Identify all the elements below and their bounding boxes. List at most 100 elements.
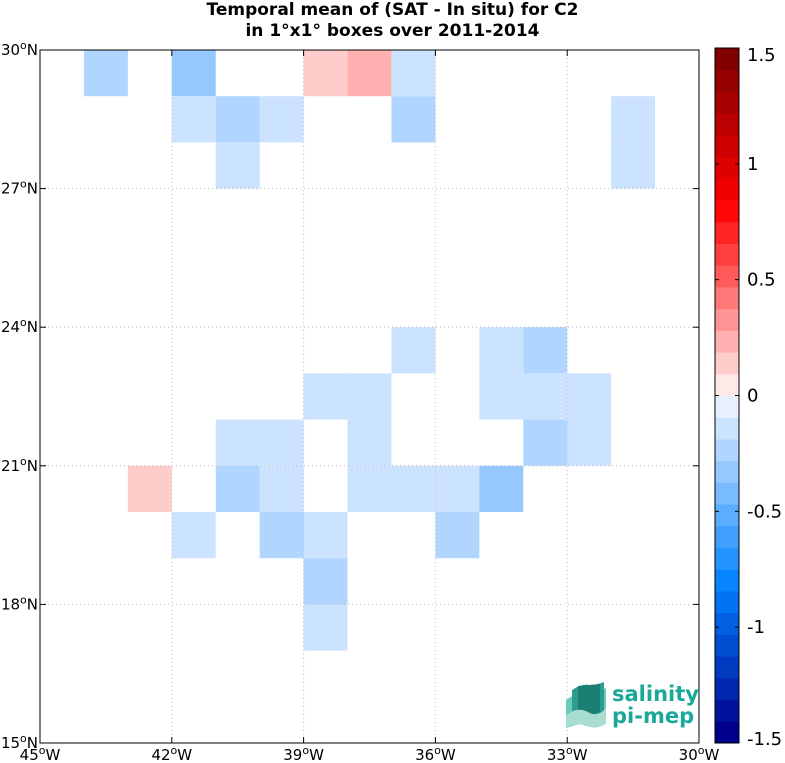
colorbar-swatch <box>715 590 739 614</box>
heatmap-cell <box>347 373 392 420</box>
logo-text-salinity: salinity <box>612 682 699 706</box>
heatmap-cell <box>479 327 524 374</box>
heatmap-cell <box>611 142 656 189</box>
heatmap-cell <box>611 96 656 143</box>
y-tick-label: 24oN <box>1 316 38 336</box>
colorbar-tick-label: -1.5 <box>747 729 782 750</box>
heatmap-cell <box>215 96 260 143</box>
heatmap-cell <box>523 419 568 466</box>
y-tick-label: 30oN <box>1 39 38 59</box>
heatmap-cell <box>435 465 480 512</box>
colorbar-tick-label: 1 <box>747 154 758 175</box>
colorbar-swatch <box>715 677 739 701</box>
colorbar-tick-label: -0.5 <box>747 501 782 522</box>
colorbar-swatch <box>715 308 739 331</box>
colorbar-swatch <box>715 525 739 549</box>
colorbar-swatch <box>715 134 739 158</box>
colorbar-swatch <box>715 265 739 288</box>
heatmap-cell <box>303 604 348 651</box>
heatmap-cell <box>523 373 568 420</box>
heatmap-cell <box>127 465 172 512</box>
heatmap-cell <box>391 327 436 374</box>
heatmap-cell <box>391 465 436 512</box>
heatmap-cell <box>391 96 436 143</box>
heatmap-cell <box>479 373 524 420</box>
x-tick-label: 39oW <box>283 744 324 763</box>
x-tick-label: 33oW <box>547 744 588 763</box>
colorbar-swatch <box>715 91 739 114</box>
heatmap-cells <box>83 50 656 651</box>
heatmap-cell <box>567 373 612 420</box>
heatmap-cell <box>303 50 348 97</box>
heatmap-cell <box>567 419 612 466</box>
salinity-pi-mep-logo: salinity pi-mep <box>566 682 699 728</box>
heatmap-cell <box>259 96 304 143</box>
colorbar-swatch <box>715 156 739 179</box>
colorbar-swatch <box>715 634 739 657</box>
heatmap-cell <box>215 465 260 512</box>
colorbar-swatch <box>715 286 739 310</box>
colorbar-swatch <box>715 721 739 744</box>
heatmap-cell <box>215 419 260 466</box>
x-tick-label: 45oW <box>20 744 61 763</box>
y-tick-label: 18oN <box>1 593 38 613</box>
colorbar-swatch <box>715 178 739 201</box>
heatmap-cell <box>83 50 128 97</box>
colorbar-swatch <box>715 504 739 527</box>
colorbar-swatch <box>715 417 739 440</box>
x-tick-label: 36oW <box>415 744 456 763</box>
heatmap-cell <box>347 465 392 512</box>
colorbar-swatch <box>715 612 739 635</box>
colorbar-tick-label: 0.5 <box>747 270 776 291</box>
colorbar-swatch <box>715 547 739 570</box>
colorbar-tick-label: 1.5 <box>747 45 776 66</box>
colorbar-swatch <box>715 699 739 722</box>
y-tick-label: 27oN <box>1 178 38 198</box>
colorbar-tick-label: 0 <box>747 386 758 407</box>
heatmap-cell <box>259 419 304 466</box>
colorbar-tick-label: -1 <box>747 617 765 638</box>
heatmap-cell <box>259 512 304 559</box>
axis-ticks: 45oW 42oW 39oW 36oW 33oW 30oW 15oN 18oN 21oN 24oN… <box>1 39 720 763</box>
heatmap-cell <box>215 142 260 189</box>
colorbar-swatch <box>715 69 739 92</box>
heatmap-cell <box>523 327 568 374</box>
heatmap-cell <box>347 419 392 466</box>
colorbar-swatch <box>715 352 739 375</box>
plot-frame <box>39 49 700 744</box>
heatmap-cell <box>303 558 348 605</box>
x-tick-label: 42oW <box>151 744 192 763</box>
colorbar-swatch <box>715 460 739 483</box>
colorbar-swatch <box>715 656 739 679</box>
x-tick-label: 30oW <box>679 744 720 763</box>
heatmap-cell <box>391 50 436 97</box>
heatmap-cell <box>171 50 216 97</box>
colorbar-swatch <box>715 438 739 462</box>
heatmap-cell <box>259 465 304 512</box>
logo-text-pimep: pi-mep <box>612 704 694 728</box>
heatmap-cell <box>479 465 524 512</box>
y-tick-label: 21oN <box>1 455 38 475</box>
heatmap-cell <box>171 96 216 143</box>
heatmap-cell <box>435 512 480 559</box>
heatmap-cell <box>303 512 348 559</box>
colorbar-swatch <box>715 330 739 353</box>
colorbar-swatch <box>715 482 739 505</box>
heatmap-cell <box>171 512 216 559</box>
colorbar-swatch <box>715 569 739 592</box>
colorbar: 1.5 1 0.5 0 -0.5 -1 -1.5 <box>714 45 782 750</box>
chart-title-line1: Temporal mean of (SAT - In situ) for C2 <box>206 0 579 20</box>
colorbar-swatch <box>715 221 739 244</box>
chart-title-line2: in 1°x1° boxes over 2011-2014 <box>245 21 540 41</box>
colorbar-swatch <box>715 200 739 223</box>
heatmap-cell <box>303 373 348 420</box>
logo-mark-icon <box>566 682 606 728</box>
y-tick-label: 15oN <box>1 732 38 752</box>
colorbar-swatch <box>715 373 739 396</box>
colorbar-swatch <box>715 243 739 266</box>
colorbar-swatch <box>715 113 739 136</box>
colorbar-swatch <box>715 395 739 418</box>
colorbar-swatch <box>715 48 739 71</box>
heatmap-cell <box>347 50 392 97</box>
